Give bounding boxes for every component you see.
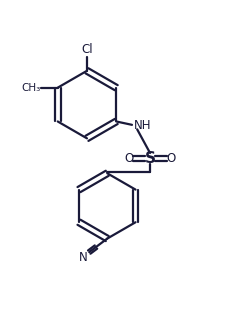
Text: O: O <box>166 152 175 165</box>
Text: N: N <box>79 251 88 264</box>
Text: O: O <box>123 152 133 165</box>
Text: NH: NH <box>133 119 151 133</box>
Text: CH₃: CH₃ <box>21 83 40 93</box>
Text: S: S <box>144 151 155 166</box>
Text: Cl: Cl <box>81 43 92 56</box>
